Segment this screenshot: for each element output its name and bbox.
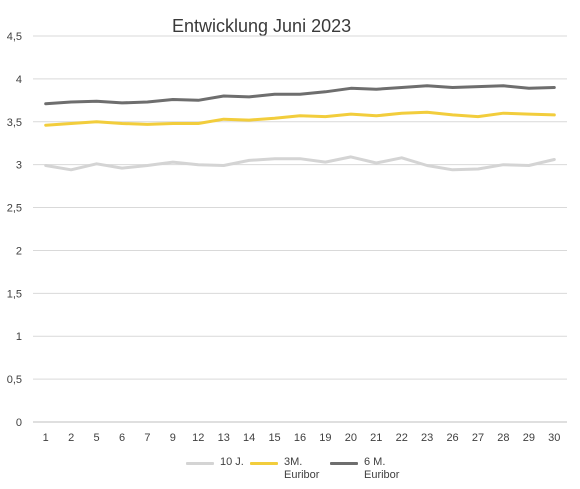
x-tick-label: 6	[119, 432, 125, 444]
legend-label-10j: 10 J.	[220, 456, 244, 468]
series-line-2	[44, 84, 556, 106]
legend-label-6m-euribor: 6 M. Euribor	[364, 456, 400, 481]
x-tick-label: 27	[472, 432, 484, 444]
y-tick-label: 0	[16, 417, 22, 429]
y-tick-label: 4,5	[7, 31, 22, 43]
y-tick-label: 4	[16, 74, 22, 86]
y-tick-label: 3	[16, 160, 22, 172]
y-tick-label: 2,5	[7, 203, 22, 215]
x-tick-label: 22	[396, 432, 408, 444]
x-tick-label: 20	[345, 432, 357, 444]
x-tick-label: 19	[319, 432, 331, 444]
y-tick-label: 3,5	[7, 117, 22, 129]
legend-swatch-6m-euribor	[330, 462, 358, 465]
x-tick-label: 21	[370, 432, 382, 444]
x-tick-label: 5	[94, 432, 100, 444]
chart-title: Entwicklung Juni 2023	[172, 16, 352, 36]
x-tick-label: 13	[218, 432, 230, 444]
line-chart: 00,511,522,533,544,51 2 5 6 7 9 12 13 14 15 16 19 20…	[7, 31, 567, 444]
y-tick-label: 1,5	[7, 288, 22, 300]
chart-legend: 10 J. 3M. Euribor 6 M. Euribor	[0, 456, 580, 489]
y-tick-label: 0,5	[7, 374, 22, 386]
x-tick-label: 9	[170, 432, 176, 444]
x-tick-label: 26	[446, 432, 458, 444]
y-tick-label: 2	[16, 245, 22, 257]
legend-swatch-3m-euribor	[250, 462, 278, 465]
y-tick-label: 1	[16, 331, 22, 343]
x-tick-label: 14	[243, 432, 255, 444]
x-tick-label: 2	[68, 432, 74, 444]
x-tick-label: 28	[497, 432, 509, 444]
x-tick-label: 23	[421, 432, 433, 444]
legend-item-6m-euribor: 6 M. Euribor	[330, 456, 410, 482]
x-tick-label: 15	[268, 432, 280, 444]
legend-swatch-10j	[186, 462, 214, 465]
x-tick-label: 7	[144, 432, 150, 444]
series-line-1	[44, 110, 556, 127]
x-tick-label: 1	[43, 432, 49, 444]
series-line-0	[44, 155, 556, 172]
legend-label-3m-euribor: 3M. Euribor	[284, 456, 320, 481]
x-tick-label: 16	[294, 432, 306, 444]
x-tick-label: 12	[192, 432, 204, 444]
x-tick-label: 29	[523, 432, 535, 444]
legend-item-3m-euribor: 3M. Euribor	[250, 456, 330, 482]
legend-item-10j: 10 J.	[186, 456, 244, 469]
x-tick-label: 30	[548, 432, 560, 444]
